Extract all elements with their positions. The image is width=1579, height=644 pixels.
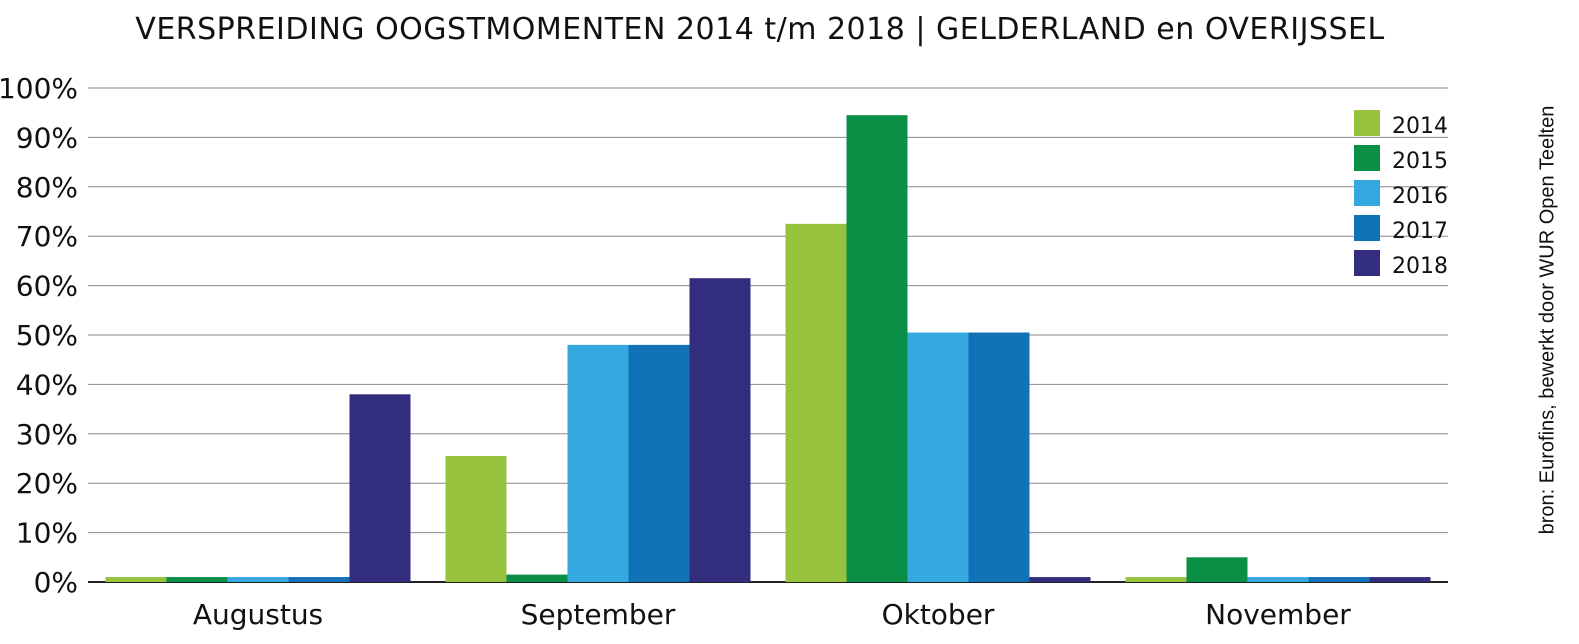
y-tick-label: 60% bbox=[16, 270, 78, 303]
y-tick-label: 20% bbox=[16, 467, 78, 500]
bar-augustus-2018 bbox=[349, 394, 411, 582]
y-tick-label: 90% bbox=[16, 121, 78, 154]
legend: 2014 2015 2016 2017 2018 bbox=[1354, 110, 1448, 279]
bar-september-2018 bbox=[689, 278, 751, 582]
bar-oktober-2018 bbox=[1029, 577, 1091, 582]
legend-label: 2015 bbox=[1392, 149, 1448, 174]
bar-november-2017 bbox=[1308, 577, 1370, 582]
legend-swatch bbox=[1354, 250, 1380, 276]
y-tick-label: 0% bbox=[34, 566, 78, 599]
y-tick-label: 70% bbox=[16, 220, 78, 253]
y-tick-label: 40% bbox=[16, 368, 78, 401]
x-axis: Augustus September Oktober November bbox=[193, 598, 1351, 631]
bar-augustus-2016 bbox=[227, 577, 289, 582]
legend-swatch bbox=[1354, 110, 1380, 136]
x-tick-label: September bbox=[521, 598, 676, 631]
bar-november-2015 bbox=[1186, 557, 1248, 582]
y-tick-label: 80% bbox=[16, 171, 78, 204]
bar-september-2017 bbox=[628, 344, 690, 582]
legend-label: 2017 bbox=[1392, 219, 1448, 244]
y-tick-label: 50% bbox=[16, 319, 78, 352]
bar-november-2016 bbox=[1247, 577, 1309, 582]
bar-oktober-2014 bbox=[785, 223, 847, 582]
legend-label: 2016 bbox=[1392, 184, 1448, 209]
bar-augustus-2015 bbox=[166, 577, 228, 582]
legend-label: 2014 bbox=[1392, 114, 1448, 139]
bar-oktober-2017 bbox=[968, 332, 1030, 582]
x-tick-label: Oktober bbox=[882, 598, 995, 631]
chart-title: VERSPREIDING OOGSTMOMENTEN 2014 t/m 2018… bbox=[135, 12, 1385, 47]
bar-november-2018 bbox=[1369, 577, 1431, 582]
bar-november-2014 bbox=[1125, 577, 1187, 582]
x-tick-label: Augustus bbox=[193, 598, 323, 631]
legend-label: 2018 bbox=[1392, 254, 1448, 279]
bar-oktober-2015 bbox=[846, 115, 908, 583]
bar-augustus-2017 bbox=[288, 577, 350, 582]
bar-oktober-2016 bbox=[907, 332, 969, 582]
source-note: bron: Eurofins, bewerkt door WUR Open Te… bbox=[1536, 105, 1559, 535]
legend-swatch bbox=[1354, 180, 1380, 206]
bar-september-2014 bbox=[445, 456, 507, 582]
y-tick-label: 30% bbox=[16, 418, 78, 451]
y-axis: 0% 10% 20% 30% 40% 50% 60% 70% 80% 90% 100% bbox=[0, 72, 78, 599]
gridlines bbox=[88, 87, 1448, 583]
bar-augustus-2014 bbox=[105, 577, 167, 582]
legend-swatch bbox=[1354, 215, 1380, 241]
bar-september-2016 bbox=[567, 344, 629, 582]
bar-september-2015 bbox=[506, 574, 568, 582]
legend-swatch bbox=[1354, 145, 1380, 171]
bars bbox=[105, 115, 1431, 583]
y-tick-label: 100% bbox=[0, 72, 78, 105]
y-tick-label: 10% bbox=[16, 517, 78, 550]
x-tick-label: November bbox=[1205, 598, 1351, 631]
